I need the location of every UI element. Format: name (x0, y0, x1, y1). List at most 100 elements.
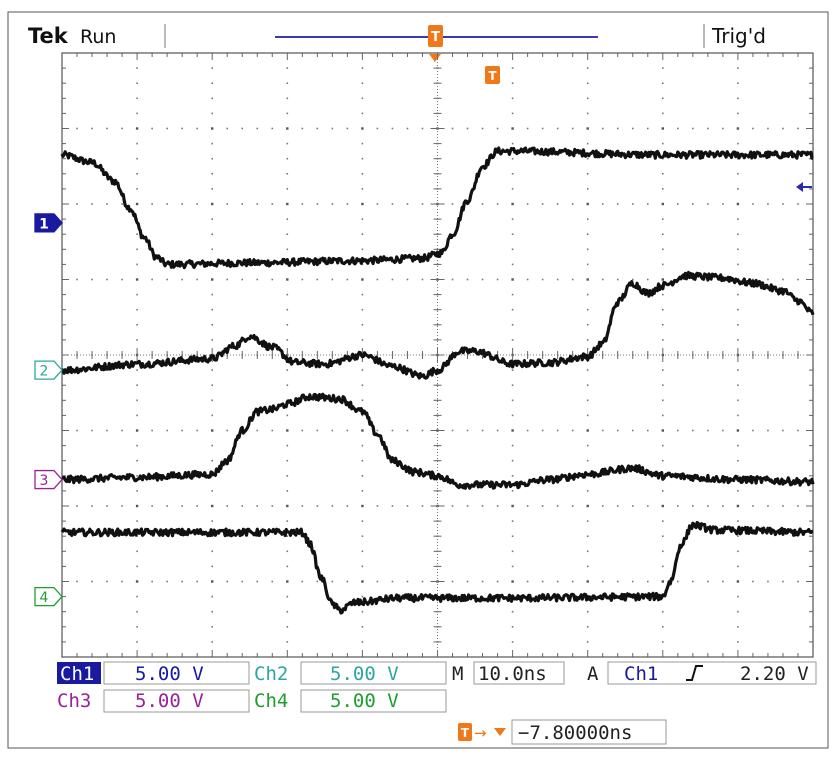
grid-crosspoint (135, 127, 139, 130)
grid-dot (556, 278, 559, 281)
grid-dot (511, 610, 514, 613)
grid-dot (361, 399, 364, 402)
grid-dot (286, 610, 289, 613)
grid-dot (211, 475, 213, 477)
grid-dot (737, 384, 739, 386)
channel1-marker-label: 1 (39, 216, 49, 232)
grid-dot (406, 127, 409, 130)
grid-dot (136, 188, 138, 190)
grid-dot (196, 127, 198, 130)
grid-dot (361, 248, 364, 251)
grid-dot (601, 203, 604, 205)
grid-dot (737, 535, 739, 537)
grid-dot (361, 293, 364, 296)
grid-dot (511, 369, 514, 371)
offset-target-icon (494, 728, 506, 736)
grid-dot (586, 626, 589, 628)
trigger-status: Trig'd (711, 24, 766, 48)
grid-dot (737, 459, 739, 462)
channel4-readout[interactable]: Ch4 5.00 V (254, 689, 447, 713)
grid-dot (331, 505, 334, 507)
grid-dot (316, 429, 319, 432)
grid-dot (391, 203, 394, 205)
ch4-scale: 5.00 V (330, 690, 399, 712)
grid-dot (496, 278, 499, 281)
grid-dot (662, 142, 664, 145)
grid-crosspoint (361, 127, 364, 130)
grid-dot (571, 203, 574, 205)
grid-dot (136, 142, 138, 145)
grid-dot (331, 127, 334, 130)
grid-dot (586, 142, 589, 145)
grid-dot (406, 429, 409, 432)
grid-dot (361, 233, 364, 235)
grid-dot (767, 429, 769, 432)
trigger-time-icon: T (485, 66, 500, 84)
grid-dot (586, 384, 589, 386)
grid-dot (286, 444, 289, 447)
grid-dot (211, 641, 213, 643)
grid-dot (586, 293, 589, 296)
grid-dot (752, 203, 754, 205)
grid-crosspoint (586, 127, 589, 130)
grid-dot (511, 490, 514, 492)
channel1-readout[interactable]: Ch1 5.00 V (57, 661, 250, 685)
grid-dot (662, 324, 664, 326)
grid-dot (466, 505, 469, 507)
grid-dot (511, 444, 514, 447)
grid-dot (541, 505, 544, 507)
grid-dot (136, 339, 138, 341)
grid-dot (361, 444, 364, 447)
grid-dot (797, 203, 799, 205)
grid-dot (211, 490, 213, 492)
grid-dot (316, 203, 319, 205)
grid-dot (662, 263, 664, 266)
grid-dot (541, 203, 544, 205)
timebase-readout[interactable]: M 10.0ns (452, 661, 565, 685)
trigger-position-marker: T (428, 25, 443, 47)
grid-dot (677, 505, 679, 507)
grid-dot (586, 444, 589, 447)
grid-dot (286, 459, 289, 462)
grid-dot (451, 203, 454, 205)
grid-dot (136, 112, 138, 115)
channel3-readout[interactable]: Ch3 5.00 V (57, 689, 250, 713)
grid-dot (361, 97, 364, 100)
grid-dot (121, 203, 123, 205)
trigger-readout[interactable]: A Ch1 2.20 V (587, 661, 817, 685)
grid-dot (737, 520, 739, 522)
grid-dot (271, 127, 274, 130)
grid-dot (601, 429, 604, 432)
grid-dot (526, 429, 529, 432)
grid-dot (181, 580, 183, 583)
grid-dot (767, 580, 769, 583)
grid-dot (692, 505, 694, 507)
horizontal-position-readout[interactable]: T → −7.80000ns (458, 719, 667, 745)
grid-dot (662, 626, 664, 628)
grid-dot (496, 429, 499, 432)
grid-dot (136, 610, 138, 613)
grid-dot (586, 188, 589, 190)
grid-dot (376, 580, 379, 583)
grid-dot (256, 505, 259, 507)
channel2-readout[interactable]: Ch2 5.00 V (254, 661, 447, 685)
grid-dot (136, 369, 138, 371)
grid-dot (511, 565, 514, 568)
grid-dot (571, 278, 574, 281)
grid-dot (646, 278, 649, 281)
grid-dot (586, 550, 589, 553)
acquisition-state: Run (80, 26, 116, 48)
grid-dot (151, 429, 153, 432)
grid-dot (662, 459, 664, 462)
grid-crosspoint (135, 278, 139, 281)
trace-ch2 (61, 270, 815, 380)
grid-dot (421, 278, 424, 281)
ch3-scale: 5.00 V (135, 690, 204, 712)
grid-dot (391, 278, 394, 281)
grid-dot (767, 505, 769, 507)
grid-dot (586, 173, 589, 175)
grid-dot (286, 97, 289, 100)
grid-dot (211, 369, 213, 371)
grid-dot (511, 112, 514, 115)
grid-dot (301, 203, 304, 205)
